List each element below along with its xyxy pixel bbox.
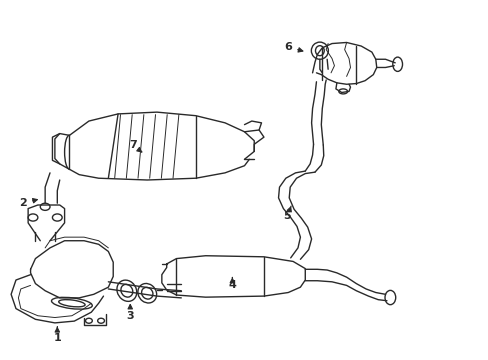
Text: 6: 6 bbox=[284, 42, 302, 52]
Text: 3: 3 bbox=[126, 305, 134, 321]
Text: 5: 5 bbox=[283, 206, 291, 221]
Text: 4: 4 bbox=[228, 278, 236, 291]
Text: 2: 2 bbox=[20, 198, 37, 208]
Text: 7: 7 bbox=[128, 140, 142, 152]
Text: 1: 1 bbox=[53, 327, 61, 343]
